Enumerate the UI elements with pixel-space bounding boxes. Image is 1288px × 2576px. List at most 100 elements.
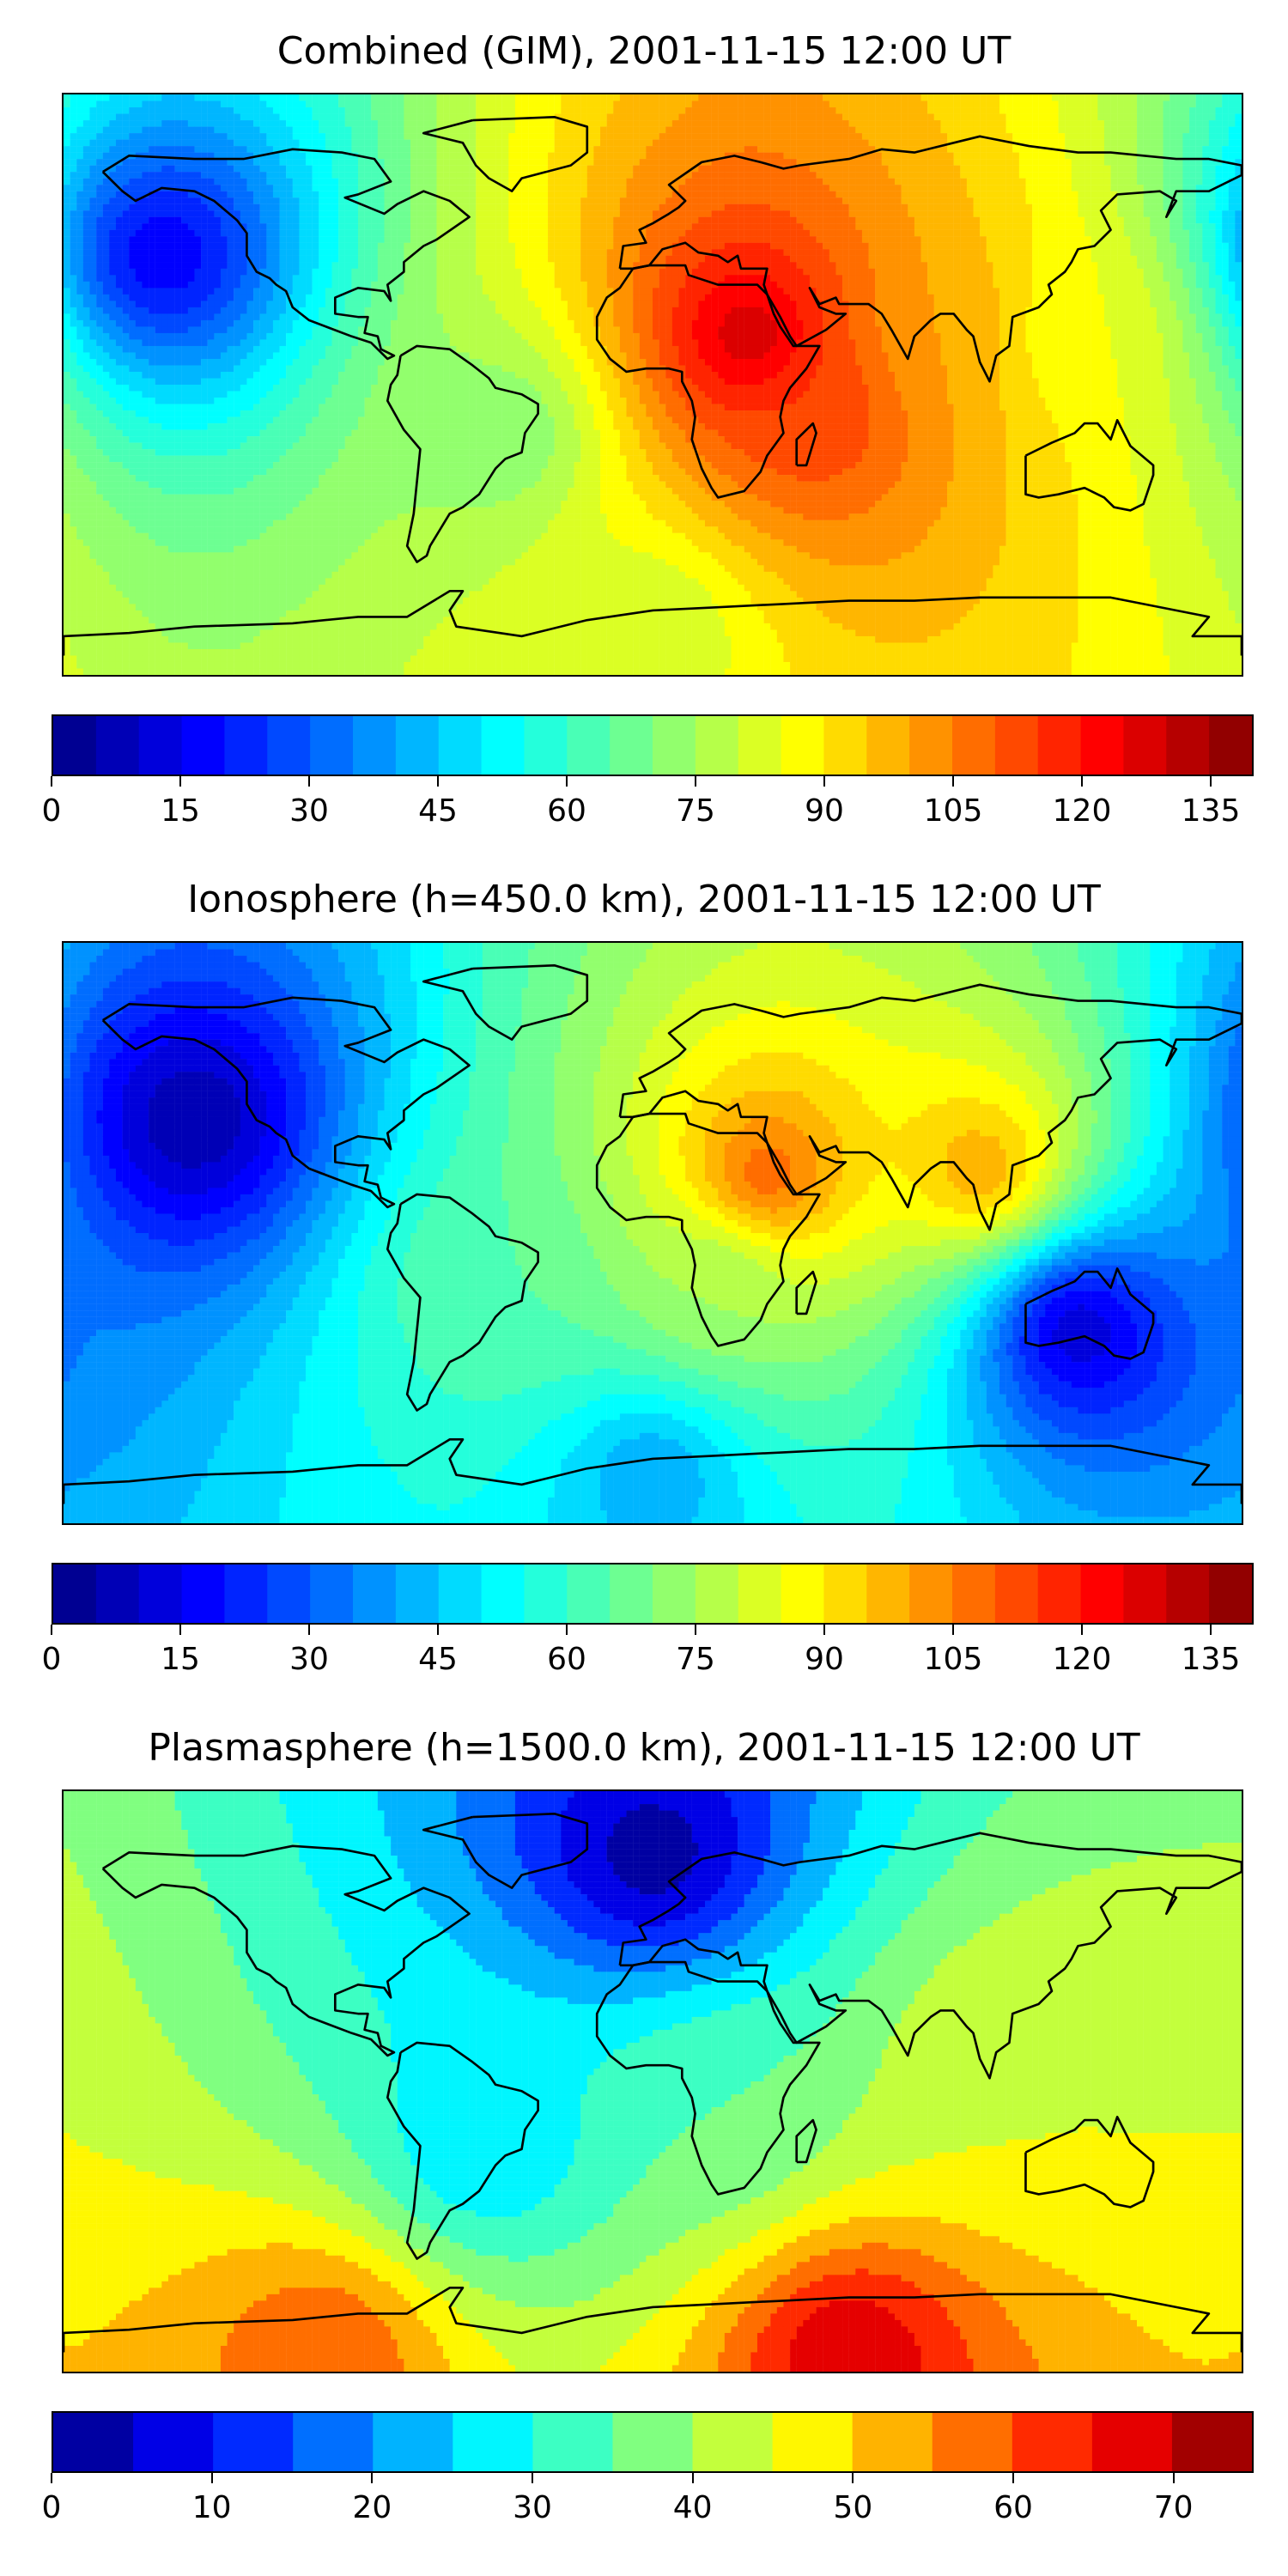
coastline [618, 1832, 1242, 2080]
tick-label: 70 [1122, 2490, 1225, 2525]
chart-title: Plasmasphere (h=1500.0 km), 2001-11-15 1… [0, 1726, 1288, 1770]
coastline [795, 422, 817, 467]
heatmap-cells [64, 1791, 1242, 2372]
tick-mark [1172, 2473, 1175, 2483]
tick-label: 10 [161, 2490, 264, 2525]
coastline [64, 2287, 1242, 2353]
tick-label: 30 [258, 793, 361, 829]
colorbar-segment [653, 716, 696, 775]
tick-label: 120 [1030, 1642, 1133, 1677]
tick-label: 120 [1030, 793, 1133, 829]
colorbar-segment [1209, 716, 1252, 775]
tick-label: 60 [515, 1642, 618, 1677]
coastline [64, 1438, 1242, 1504]
colorbar-segment [373, 2413, 455, 2471]
coastline [595, 264, 821, 499]
colorbar-segment [567, 1564, 611, 1623]
tick-mark [952, 776, 954, 787]
colorbar-segment [310, 1564, 354, 1623]
colorbar-segment [695, 716, 739, 775]
coastline [101, 148, 471, 361]
colorbar-segment [1209, 1564, 1252, 1623]
heatmap-map [62, 93, 1243, 677]
tick-label: 45 [386, 793, 489, 829]
colorbar [52, 1563, 1254, 1625]
coastline [1024, 1267, 1155, 1360]
tick-mark [691, 2473, 694, 2483]
colorbar-segment [438, 1564, 483, 1623]
colorbar-segment [481, 1564, 526, 1623]
colorbar-segment [1166, 716, 1211, 775]
colorbar-segment [1012, 2413, 1094, 2471]
tick-label: 60 [962, 2490, 1065, 2525]
tick-label: 75 [644, 793, 747, 829]
coastline [386, 344, 539, 563]
colorbar-segment [738, 1564, 782, 1623]
coastline [101, 1844, 471, 2057]
colorbar-segment [1037, 1564, 1082, 1623]
colorbar-segment [95, 1564, 140, 1623]
colorbar-segment [1037, 716, 1082, 775]
colorbar-segment [181, 1564, 226, 1623]
tick-mark [210, 2473, 213, 2483]
coastline [422, 115, 589, 192]
tick-label: 30 [258, 1642, 361, 1677]
tick-mark [695, 776, 696, 787]
coastline [1024, 418, 1155, 512]
colorbar-segment [610, 1564, 653, 1623]
tick-mark [1210, 1625, 1212, 1635]
colorbar-segment [293, 2413, 375, 2471]
colorbar-segment [310, 716, 354, 775]
colorbar-segment [610, 716, 653, 775]
colorbar-segment [738, 716, 782, 775]
colorbar-segment [138, 1564, 183, 1623]
heatmap-cells [64, 94, 1242, 675]
colorbar-segment [695, 1564, 739, 1623]
colorbar-segment [781, 716, 825, 775]
tick-label: 40 [641, 2490, 744, 2525]
coastlines [64, 963, 1242, 1504]
colorbar-segment [267, 1564, 312, 1623]
colorbar-segment [532, 2413, 615, 2471]
tick-label: 0 [0, 793, 103, 829]
colorbar-segment [1080, 716, 1125, 775]
colorbar-ticks: 0 10 20 30 40 50 60 70 [42, 2473, 1254, 2533]
tick-label: 105 [902, 1642, 1005, 1677]
colorbar-segment [53, 2413, 135, 2471]
colorbar-segment [53, 1564, 97, 1623]
coastline [618, 135, 1242, 383]
colorbar-ticks: 0 15 30 45 60 75 90 105 120 135 [42, 1625, 1254, 1685]
colorbar [52, 2411, 1254, 2473]
colorbar-segment [524, 1564, 568, 1623]
tick-mark [1081, 776, 1083, 787]
tick-label: 75 [644, 1642, 747, 1677]
tick-mark [1081, 1625, 1083, 1635]
colorbar-segment [952, 716, 996, 775]
colorbar-segment [952, 1564, 996, 1623]
coastline [795, 1270, 817, 1315]
tick-label: 90 [773, 1642, 876, 1677]
coastlines [64, 115, 1242, 656]
tick-label: 50 [801, 2490, 904, 2525]
tick-mark [179, 776, 181, 787]
heatmap-map [62, 941, 1243, 1525]
colorbar-segment [781, 1564, 825, 1623]
colorbar-segment [653, 1564, 696, 1623]
chart-title: Ionosphere (h=450.0 km), 2001-11-15 12:0… [0, 878, 1288, 921]
colorbar-segment [453, 2413, 535, 2471]
coastline [422, 963, 589, 1041]
colorbar-segment [932, 2413, 1014, 2471]
tick-mark [51, 776, 52, 787]
coastline [64, 590, 1242, 656]
colorbar-segment [53, 716, 97, 775]
colorbar-segment [1091, 2413, 1174, 2471]
colorbar-segment [353, 1564, 397, 1623]
tick-mark [566, 776, 568, 787]
colorbar-segment [213, 2413, 295, 2471]
tick-label: 30 [481, 2490, 584, 2525]
panel-ionosphere: Ionosphere (h=450.0 km), 2001-11-15 12:0… [0, 848, 1288, 1707]
tick-label: 90 [773, 793, 876, 829]
tick-mark [823, 1625, 825, 1635]
tick-label: 20 [320, 2490, 423, 2525]
colorbar-segment [994, 1564, 1039, 1623]
